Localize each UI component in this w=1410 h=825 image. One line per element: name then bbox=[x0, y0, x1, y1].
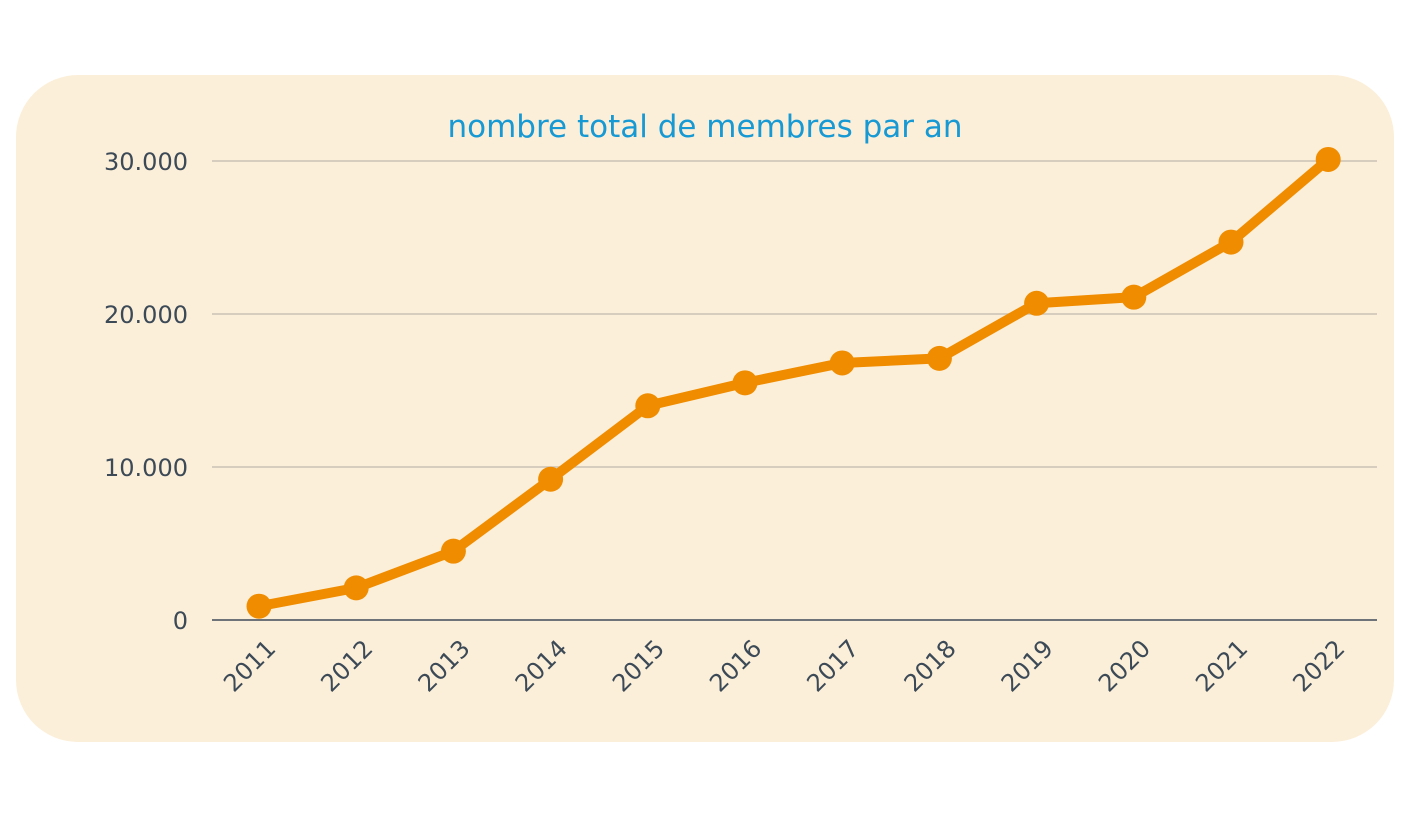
x-tick-label: 2012 bbox=[315, 634, 378, 697]
data-point bbox=[343, 575, 369, 601]
data-point bbox=[926, 345, 952, 371]
x-tick-label: 2011 bbox=[218, 634, 281, 697]
x-tick-label: 2022 bbox=[1287, 634, 1350, 697]
chart-title: nombre total de membres par an bbox=[447, 109, 962, 145]
data-point bbox=[246, 593, 272, 619]
x-axis-tick-labels: 2011 2012 2013 2014 2015 2016 2017 2018 2019 2020… bbox=[218, 634, 1350, 697]
x-tick-label: 2020 bbox=[1093, 634, 1156, 697]
data-point bbox=[1218, 229, 1244, 255]
x-tick-label: 2017 bbox=[801, 634, 864, 697]
data-point bbox=[1024, 290, 1050, 316]
series bbox=[246, 146, 1341, 619]
data-point bbox=[538, 466, 564, 492]
x-tick-label: 2014 bbox=[510, 634, 573, 697]
data-point bbox=[732, 370, 758, 396]
y-tick-label: 0 bbox=[173, 607, 188, 635]
y-tick-label: 30.000 bbox=[104, 148, 188, 176]
data-point bbox=[829, 350, 855, 376]
x-tick-label: 2015 bbox=[607, 634, 670, 697]
data-point bbox=[1121, 284, 1147, 310]
x-tick-label: 2021 bbox=[1190, 634, 1253, 697]
data-point bbox=[440, 538, 466, 564]
x-tick-label: 2016 bbox=[704, 634, 767, 697]
data-point bbox=[1315, 146, 1341, 172]
y-axis-tick-labels: 0 10.000 20.000 30.000 bbox=[104, 148, 188, 635]
x-tick-label: 2019 bbox=[996, 634, 1059, 697]
gridlines bbox=[212, 160, 1377, 621]
chart-card bbox=[16, 75, 1394, 742]
series-line bbox=[254, 154, 1334, 612]
x-tick-label: 2018 bbox=[899, 634, 962, 697]
x-tick-label: 2013 bbox=[413, 634, 476, 697]
y-tick-label: 20.000 bbox=[104, 301, 188, 329]
data-point bbox=[635, 393, 661, 419]
y-tick-label: 10.000 bbox=[104, 454, 188, 482]
